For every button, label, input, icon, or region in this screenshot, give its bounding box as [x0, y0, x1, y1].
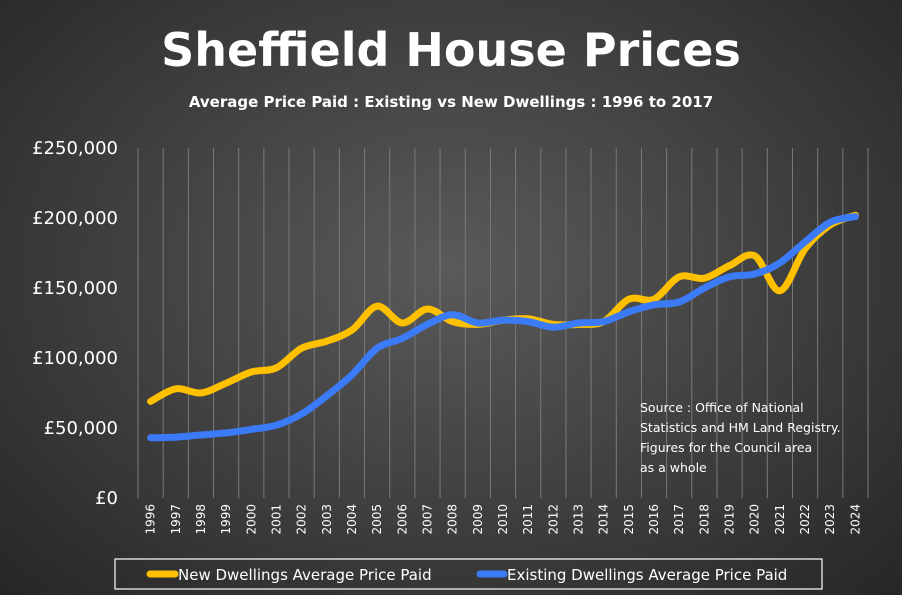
legend-label-existing: Existing Dwellings Average Price Paid	[507, 566, 787, 584]
x-tick-label: 2016	[647, 504, 661, 535]
x-tick-label: 1998	[194, 504, 208, 535]
x-tick-label: 2022	[798, 504, 812, 535]
x-axis: 1996 1997 1998 1999 2000 2001 2002 2003 2004 2005…	[144, 504, 863, 535]
x-tick-label: 2011	[521, 504, 535, 535]
x-tick-label: 2013	[572, 504, 586, 535]
x-tick-label: 2006	[395, 504, 409, 535]
series-line-new-dwellings	[147, 211, 859, 405]
plot-area	[147, 211, 859, 442]
x-tick-label: 2024	[848, 504, 862, 535]
legend: New Dwellings Average Price Paid Existin…	[114, 558, 823, 590]
y-axis: £0 £50,000 £100,000 £150,000 £200,000 £250,00…	[32, 138, 118, 509]
legend-label-new: New Dwellings Average Price Paid	[178, 566, 432, 584]
x-tick-label: 2003	[320, 504, 334, 535]
series-line-existing-dwellings	[147, 213, 859, 442]
x-tick-label: 1996	[144, 504, 158, 535]
x-tick-label: 2009	[471, 504, 485, 535]
x-tick-label: 2018	[697, 504, 711, 535]
annotation-line: Figures for the Council area	[640, 440, 812, 455]
x-tick-label: 2017	[672, 504, 686, 535]
x-tick-label: 2012	[546, 504, 560, 535]
chart-subtitle: Average Price Paid : Existing vs New Dwe…	[189, 93, 713, 111]
annotation-line: Source : Office of National	[640, 400, 804, 415]
x-tick-label: 1999	[219, 504, 233, 535]
x-tick-label: 2004	[345, 504, 359, 535]
x-tick-label: 2015	[622, 504, 636, 535]
x-tick-label: 2007	[420, 504, 434, 535]
y-tick-label: £250,000	[32, 138, 118, 159]
legend-box	[114, 558, 823, 590]
x-tick-label: 2019	[723, 504, 737, 535]
x-tick-label: 2023	[823, 504, 837, 535]
x-tick-label: 2002	[295, 504, 309, 535]
x-tick-label: 2014	[597, 504, 611, 535]
y-tick-label: £200,000	[32, 208, 118, 229]
annotation-line: as a whole	[640, 460, 707, 475]
annotation-line: Statistics and HM Land Registry.	[640, 420, 841, 435]
x-tick-label: 2008	[446, 504, 460, 535]
y-tick-label: £150,000	[32, 278, 118, 299]
y-tick-label: £100,000	[32, 348, 118, 369]
x-tick-label: 2001	[269, 504, 283, 535]
y-tick-label: £0	[95, 488, 118, 509]
x-tick-label: 2000	[244, 504, 258, 535]
x-tick-label: 2005	[370, 504, 384, 535]
x-tick-label: 2010	[496, 504, 510, 535]
y-tick-label: £50,000	[44, 418, 118, 439]
x-tick-label: 2021	[773, 504, 787, 535]
x-tick-label: 1997	[169, 504, 183, 535]
chart-title: Sheffield House Prices	[161, 23, 741, 77]
x-tick-label: 2020	[748, 504, 762, 535]
source-annotation: Source : Office of National Statistics an…	[640, 400, 841, 475]
